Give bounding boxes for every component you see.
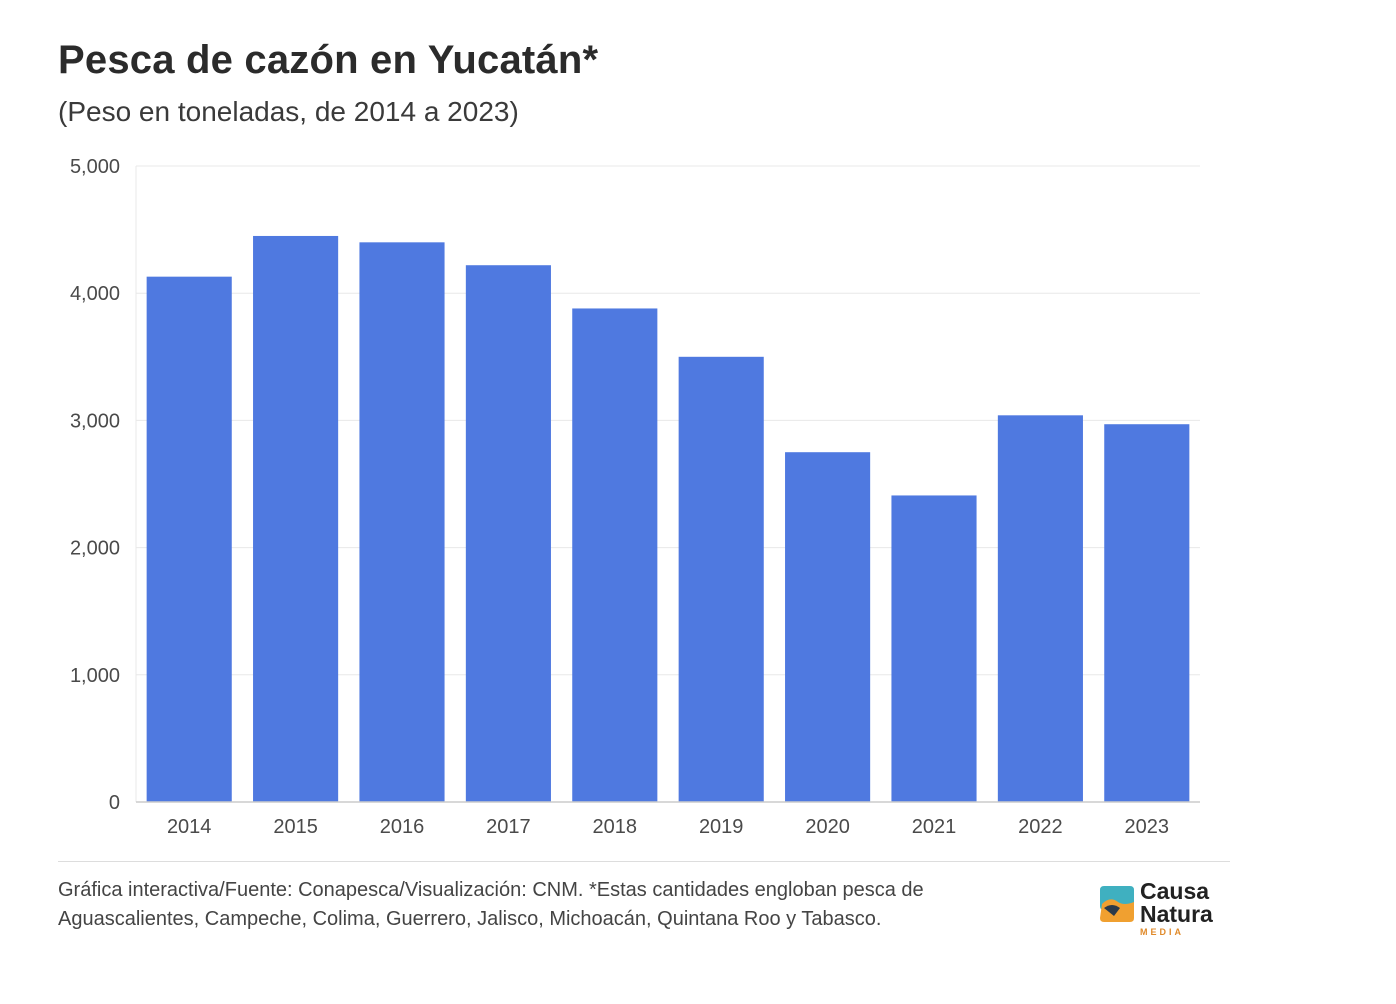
bars — [146, 235, 1190, 802]
x-tick-label: 2023 — [1125, 816, 1170, 838]
y-tick-label: 1,000 — [70, 665, 120, 687]
logo-wordmark: Causa Natura — [1140, 880, 1213, 926]
x-tick-label: 2015 — [273, 816, 318, 838]
y-tick-label: 4,000 — [70, 283, 120, 305]
y-tick-label: 3,000 — [70, 410, 120, 432]
x-tick-label: 2016 — [380, 816, 425, 838]
bar-2023[interactable] — [1104, 424, 1190, 802]
x-tick-label: 2014 — [167, 816, 212, 838]
y-tick-label: 0 — [109, 792, 120, 814]
chart-title: Pesca de cazón en Yucatán* — [58, 38, 599, 82]
y-tick-label: 2,000 — [70, 538, 120, 560]
x-tick-label: 2018 — [593, 816, 638, 838]
speech-bubble-logo-icon — [1100, 886, 1134, 922]
x-tick-label: 2022 — [1018, 816, 1063, 838]
x-axis-ticks: 2014 2015 2016 2017 2018 2019 2020 2021 2022 2023 — [167, 816, 1169, 838]
footer-divider — [58, 861, 1230, 862]
x-tick-label: 2020 — [805, 816, 850, 838]
x-tick-label: 2021 — [912, 816, 957, 838]
y-axis-ticks: 0 1,000 2,000 3,000 4,000 5,000 — [70, 156, 120, 814]
logo-media-label: MEDIA — [1140, 927, 1184, 937]
x-tick-label: 2017 — [486, 816, 531, 838]
bar-2021[interactable] — [891, 495, 977, 802]
bar-2019[interactable] — [678, 356, 764, 802]
y-tick-label: 5,000 — [70, 156, 120, 178]
logo-line-1: Causa — [1140, 878, 1210, 904]
chart-subtitle: (Peso en toneladas, de 2014 a 2023) — [58, 96, 519, 127]
bar-2014[interactable] — [146, 276, 232, 802]
source-note: Gráfica interactiva/Fuente: Conapesca/Vi… — [58, 879, 924, 930]
bar-2016[interactable] — [359, 242, 445, 802]
bar-2020[interactable] — [785, 452, 871, 802]
bar-2022[interactable] — [997, 415, 1083, 802]
logo-line-2: Natura — [1140, 901, 1213, 927]
bar-2018[interactable] — [572, 308, 658, 802]
x-tick-label: 2019 — [699, 816, 744, 838]
bar-2015[interactable] — [253, 235, 339, 802]
bar-2017[interactable] — [465, 265, 551, 802]
causa-natura-logo[interactable]: Causa Natura MEDIA — [1100, 880, 1240, 940]
